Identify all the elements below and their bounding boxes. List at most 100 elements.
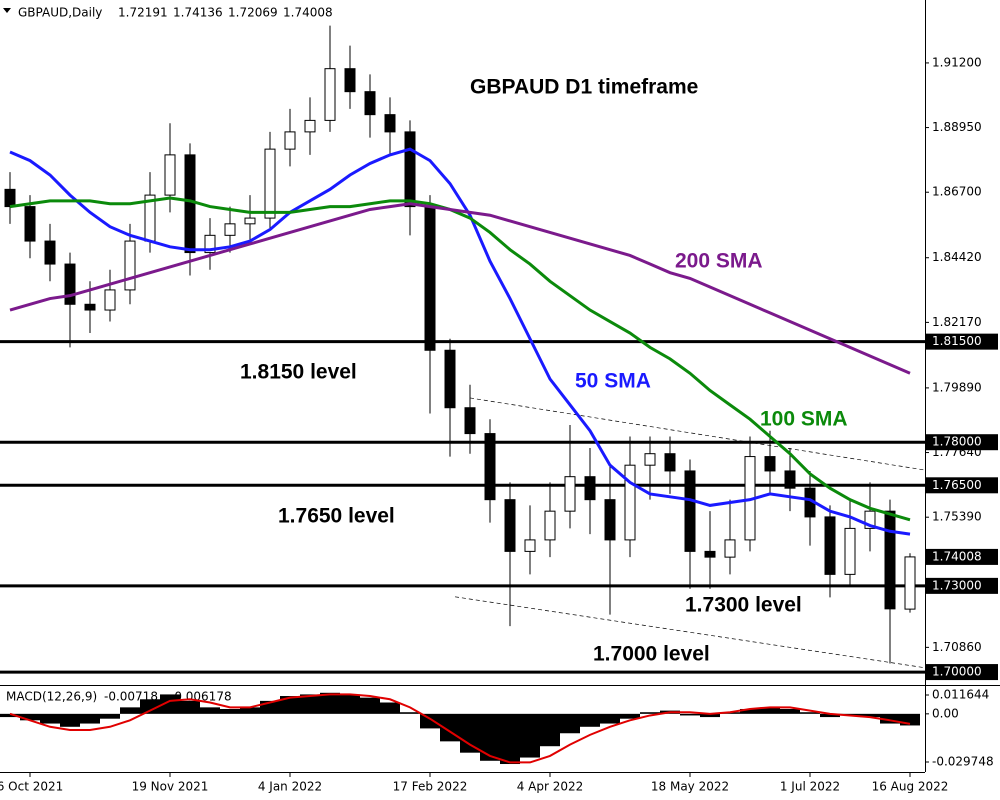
candle-body xyxy=(244,217,256,225)
macd-bar xyxy=(700,713,720,718)
macd-bar xyxy=(680,713,700,716)
candle-body xyxy=(644,453,656,466)
candle-body xyxy=(464,407,476,435)
y-tick-label: 1.91200 xyxy=(932,55,982,69)
macd-bar xyxy=(780,708,800,714)
macd-bar xyxy=(600,713,620,724)
macd-bar xyxy=(900,713,920,726)
macd-bar xyxy=(280,696,300,714)
macd-bar xyxy=(540,713,560,747)
x-tick-label: 16 Aug 2022 xyxy=(872,780,949,794)
macd-bar xyxy=(20,713,40,721)
candle-body xyxy=(844,527,856,575)
menu-triangle xyxy=(3,8,11,13)
level-annotation: 1.7000 level xyxy=(593,643,710,666)
macd-bar xyxy=(340,694,360,714)
level-label: 1.81500 xyxy=(932,334,982,348)
y-tick-label: 1.84420 xyxy=(932,250,982,264)
sma-line xyxy=(9,147,911,536)
candle-body xyxy=(84,303,96,311)
macd-bar xyxy=(120,707,140,714)
macd-bar xyxy=(880,713,900,724)
candle-body xyxy=(224,223,236,236)
macd-bar xyxy=(820,713,840,718)
header-close: 1.74008 xyxy=(283,6,333,20)
macd-bar xyxy=(240,707,260,714)
candle-body xyxy=(44,240,56,265)
macd-bar xyxy=(500,713,520,765)
price-box xyxy=(926,548,998,565)
macd-bar xyxy=(560,713,580,734)
candle-body xyxy=(324,68,336,121)
macd-bar xyxy=(320,692,340,714)
candle-body xyxy=(124,240,136,291)
macd-bar xyxy=(0,713,20,718)
macd-bar xyxy=(300,694,320,714)
header-open: 1.72191 xyxy=(118,6,168,20)
candle-body xyxy=(204,234,216,254)
candle-body xyxy=(384,114,396,133)
candle-body xyxy=(484,433,496,501)
y-tick-label: 1.79890 xyxy=(932,380,982,394)
x-tick-label: 18 May 2022 xyxy=(651,780,729,794)
macd-bar xyxy=(860,713,880,718)
x-tick-label: 17 Feb 2022 xyxy=(393,780,468,794)
candle-body xyxy=(584,476,596,501)
y-tick-label: 1.88950 xyxy=(932,120,982,134)
trendline xyxy=(454,596,926,669)
x-tick-label: 6 Oct 2021 xyxy=(0,780,63,794)
macd-bar xyxy=(80,713,100,724)
macd-bar xyxy=(480,713,500,761)
macd-bar xyxy=(760,707,780,714)
candle-body xyxy=(344,68,356,93)
candle-body xyxy=(544,510,556,541)
macd-bar xyxy=(520,713,540,758)
candle-body xyxy=(604,499,616,541)
macd-bar xyxy=(800,712,820,714)
candle-body xyxy=(724,539,736,558)
y-tick-label: 1.70860 xyxy=(932,640,982,654)
candle-body xyxy=(64,263,76,305)
level-box xyxy=(926,577,998,594)
candle-body xyxy=(284,131,296,150)
macd-bar xyxy=(460,713,480,753)
chart-title: GBPAUD D1 timeframe xyxy=(470,76,698,99)
macd-bar xyxy=(420,713,440,729)
candle-body xyxy=(624,464,636,541)
candle-body xyxy=(884,510,896,610)
y-tick-label: 1.82170 xyxy=(932,315,982,329)
macd-bar xyxy=(740,708,760,714)
macd-title: MACD(12,26,9) xyxy=(6,690,97,704)
candle-body xyxy=(424,206,436,351)
level-annotation: 1.7300 level xyxy=(685,594,802,617)
candle-body xyxy=(564,476,576,512)
candle-body xyxy=(664,453,676,472)
x-tick-label: 4 Jan 2022 xyxy=(258,780,322,794)
candle-body xyxy=(684,470,696,552)
macd-bar xyxy=(220,708,240,714)
candle-body xyxy=(404,131,416,208)
symbol: GBPAUD,Daily xyxy=(18,6,102,20)
level-label: 1.76500 xyxy=(932,478,982,492)
signal-line xyxy=(9,693,911,764)
y-tick-label: 1.86700 xyxy=(932,185,982,199)
header-high: 1.74136 xyxy=(173,6,223,20)
candle-body xyxy=(24,206,36,242)
level-box xyxy=(926,664,998,681)
price-label: 1.74008 xyxy=(932,549,982,563)
y-tick-label: 0.00 xyxy=(932,706,959,720)
macd-bar xyxy=(360,697,380,714)
candle-body xyxy=(504,499,516,552)
sma-line xyxy=(9,196,911,522)
macd-bar xyxy=(580,713,600,727)
x-tick-label: 4 Apr 2022 xyxy=(517,780,584,794)
candle-body xyxy=(364,91,376,116)
y-tick-label: -0.029748 xyxy=(932,754,994,768)
macd-bar xyxy=(640,712,660,714)
header-low: 1.72069 xyxy=(228,6,278,20)
y-tick-label: 0.011644 xyxy=(932,687,989,701)
macd-bar xyxy=(380,702,400,714)
macd-bar xyxy=(200,707,220,714)
level-label: 1.78000 xyxy=(932,435,982,449)
